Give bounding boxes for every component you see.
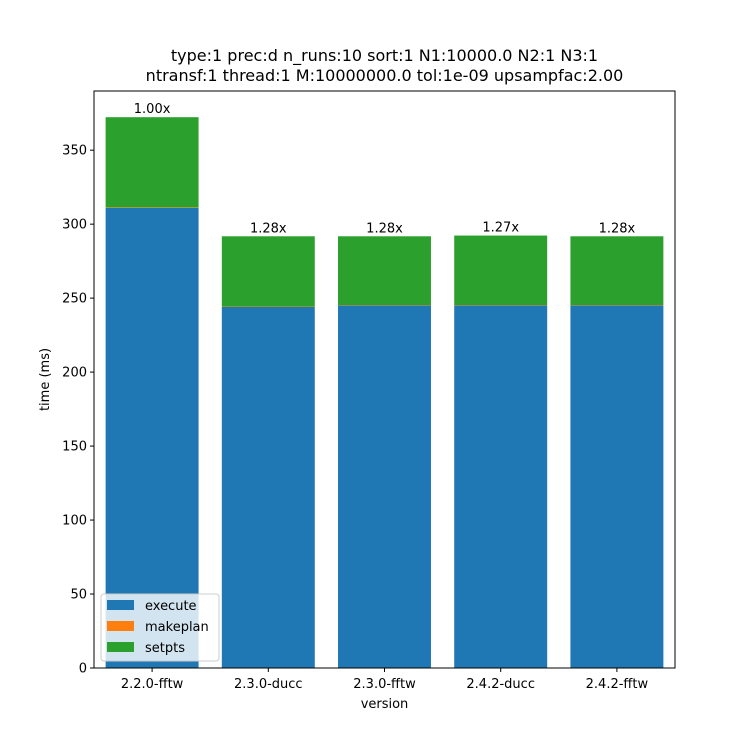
- bar-labels-group: 1.00x 1.28x 1.28x 1.27x 1.28x: [134, 102, 636, 236]
- x-tick-label-1: 2.3.0-ducc: [234, 677, 303, 692]
- legend-swatch-setpts: [107, 642, 134, 652]
- bar-speedup-label-4: 1.28x: [599, 221, 636, 236]
- y-tick-label-2: 100: [62, 514, 87, 529]
- legend-label-makeplan: makeplan: [145, 620, 209, 635]
- y-tick-label-4: 200: [62, 366, 87, 381]
- y-tick-label-0: 0: [79, 662, 87, 677]
- bar-setpts-0: [105, 117, 199, 208]
- bar-execute-1: [221, 307, 315, 668]
- legend-swatch-execute: [107, 600, 134, 610]
- legend: execute makeplan setpts: [100, 593, 220, 662]
- y-tick-label-6: 300: [62, 218, 87, 233]
- bar-speedup-label-1: 1.28x: [250, 221, 287, 236]
- legend-label-execute: execute: [145, 599, 197, 614]
- bar-execute-2: [338, 305, 431, 668]
- bars-group: [105, 117, 664, 668]
- bar-execute-3: [454, 305, 548, 668]
- x-tick-label-2: 2.3.0-fftw: [353, 677, 416, 692]
- y-tick-label-1: 50: [70, 588, 87, 603]
- x-axis: 2.2.0-fftw 2.3.0-ducc 2.3.0-fftw 2.4.2-ducc…: [121, 668, 649, 692]
- x-tick-label-3: 2.4.2-ducc: [466, 677, 535, 692]
- chart-title-line-1: type:1 prec:d n_runs:10 sort:1 N1:10000.…: [171, 46, 598, 66]
- bar-speedup-label-2: 1.28x: [366, 221, 403, 236]
- bar-execute-4: [570, 305, 664, 668]
- bar-speedup-label-0: 1.00x: [134, 102, 171, 117]
- legend-label-setpts: setpts: [145, 641, 185, 656]
- y-tick-label-7: 350: [62, 144, 87, 159]
- y-tick-label-3: 150: [62, 440, 87, 455]
- legend-swatch-makeplan: [107, 621, 134, 631]
- bar-setpts-1: [221, 236, 315, 307]
- bar-setpts-2: [338, 236, 431, 306]
- x-tick-label-4: 2.4.2-fftw: [586, 677, 649, 692]
- bar-execute-0: [105, 207, 199, 668]
- bar-setpts-3: [454, 235, 548, 306]
- x-axis-label: version: [361, 697, 409, 712]
- chart-title-line-2: ntransf:1 thread:1 M:10000000.0 tol:1e-0…: [146, 66, 624, 85]
- y-tick-label-5: 250: [62, 292, 87, 307]
- y-axis: 0 50 100 150 200 250 300 350: [62, 144, 94, 677]
- bar-setpts-4: [570, 236, 664, 306]
- y-axis-label: time (ms): [38, 348, 53, 411]
- bar-speedup-label-3: 1.27x: [482, 221, 519, 236]
- x-tick-label-0: 2.2.0-fftw: [121, 677, 184, 692]
